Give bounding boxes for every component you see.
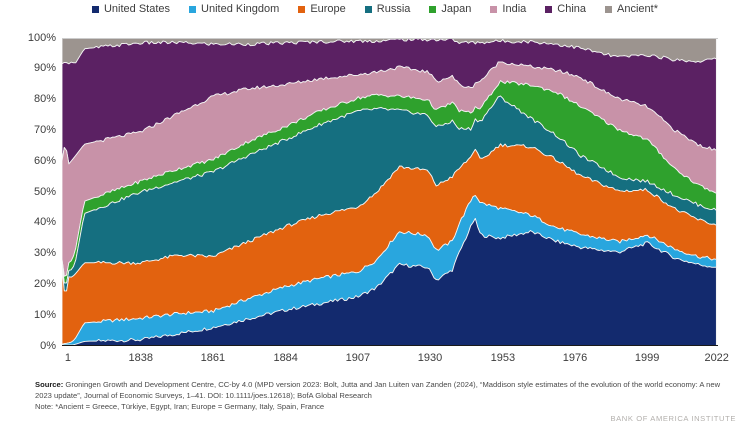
area-band-united-states [62,218,717,346]
y-tick-label: 90% [33,62,56,75]
y-tick-label: 80% [33,93,56,106]
x-tick-label: 1861 [200,352,226,364]
legend-label: Ancient* [617,3,658,15]
x-tick-label: 1884 [273,352,298,364]
legend-label: India [502,3,527,15]
y-tick-label: 40% [33,216,56,229]
x-tick-label: 1999 [634,352,660,364]
legend-item-united-states[interactable]: United States [91,3,171,15]
x-tick-label: 1838 [128,352,153,364]
legend-item-china[interactable]: China [545,3,586,15]
china-swatch-icon [545,5,553,13]
source-label: Source: [35,380,64,389]
plot-area [62,38,718,346]
legend-item-europe[interactable]: Europe [298,3,346,15]
legend-label: Russia [376,3,411,15]
source-line-2: 2023 update”, Journal of Economic Survey… [35,390,735,401]
legend-label: United States [103,3,171,15]
x-tick-label: 1 [64,352,71,364]
y-tick-label: 10% [33,308,56,321]
x-tick-label: 1930 [417,352,443,364]
source-text-1: Groningen Growth and Development Centre,… [65,380,721,389]
legend-label: Europe [310,3,346,15]
source-text-2: 2023 update”, Journal of Economic Survey… [35,391,372,400]
united-kingdom-swatch-icon [189,5,197,13]
source-line: Source: Groningen Growth and Development… [35,379,735,390]
note-line: Note: *Ancient = Greece, Türkiye, Egypt,… [35,402,325,411]
y-tick-label: 70% [33,123,56,136]
india-swatch-icon [490,5,498,13]
legend-item-ancient[interactable]: Ancient* [605,3,658,15]
united-states-swatch-icon [91,5,99,13]
legend-label: China [557,3,587,15]
y-tick-label: 50% [33,185,56,198]
japan-swatch-icon [429,5,437,13]
x-tick-label: 2022 [704,352,729,364]
legend-item-united-kingdom[interactable]: United Kingdom [189,3,279,15]
footer-notes: Source: Groningen Growth and Development… [35,379,735,412]
x-tick-label: 1976 [562,352,588,364]
europe-swatch-icon [298,5,306,13]
y-tick-label: 30% [33,247,56,260]
y-tick-label: 100% [27,31,56,44]
x-tick-label: 1953 [490,352,516,364]
chart-legend: United States United Kingdom Europe Russ… [0,3,750,15]
y-tick-label: 20% [33,277,56,290]
legend-item-russia[interactable]: Russia [364,3,411,15]
legend-item-japan[interactable]: Japan [429,3,471,15]
y-tick-label: 0% [40,339,56,352]
bank-of-america-institute-logo: BANK OF AMERICA INSTITUTE [610,414,736,423]
y-tick-label: 60% [33,154,56,167]
legend-label: United Kingdom [201,3,280,15]
x-tick-label: 1907 [345,352,371,364]
stacked-area-chart [62,38,718,346]
ancient-swatch-icon [605,5,613,13]
russia-swatch-icon [364,5,372,13]
legend-label: Japan [441,3,472,15]
legend-item-india[interactable]: India [490,3,526,15]
